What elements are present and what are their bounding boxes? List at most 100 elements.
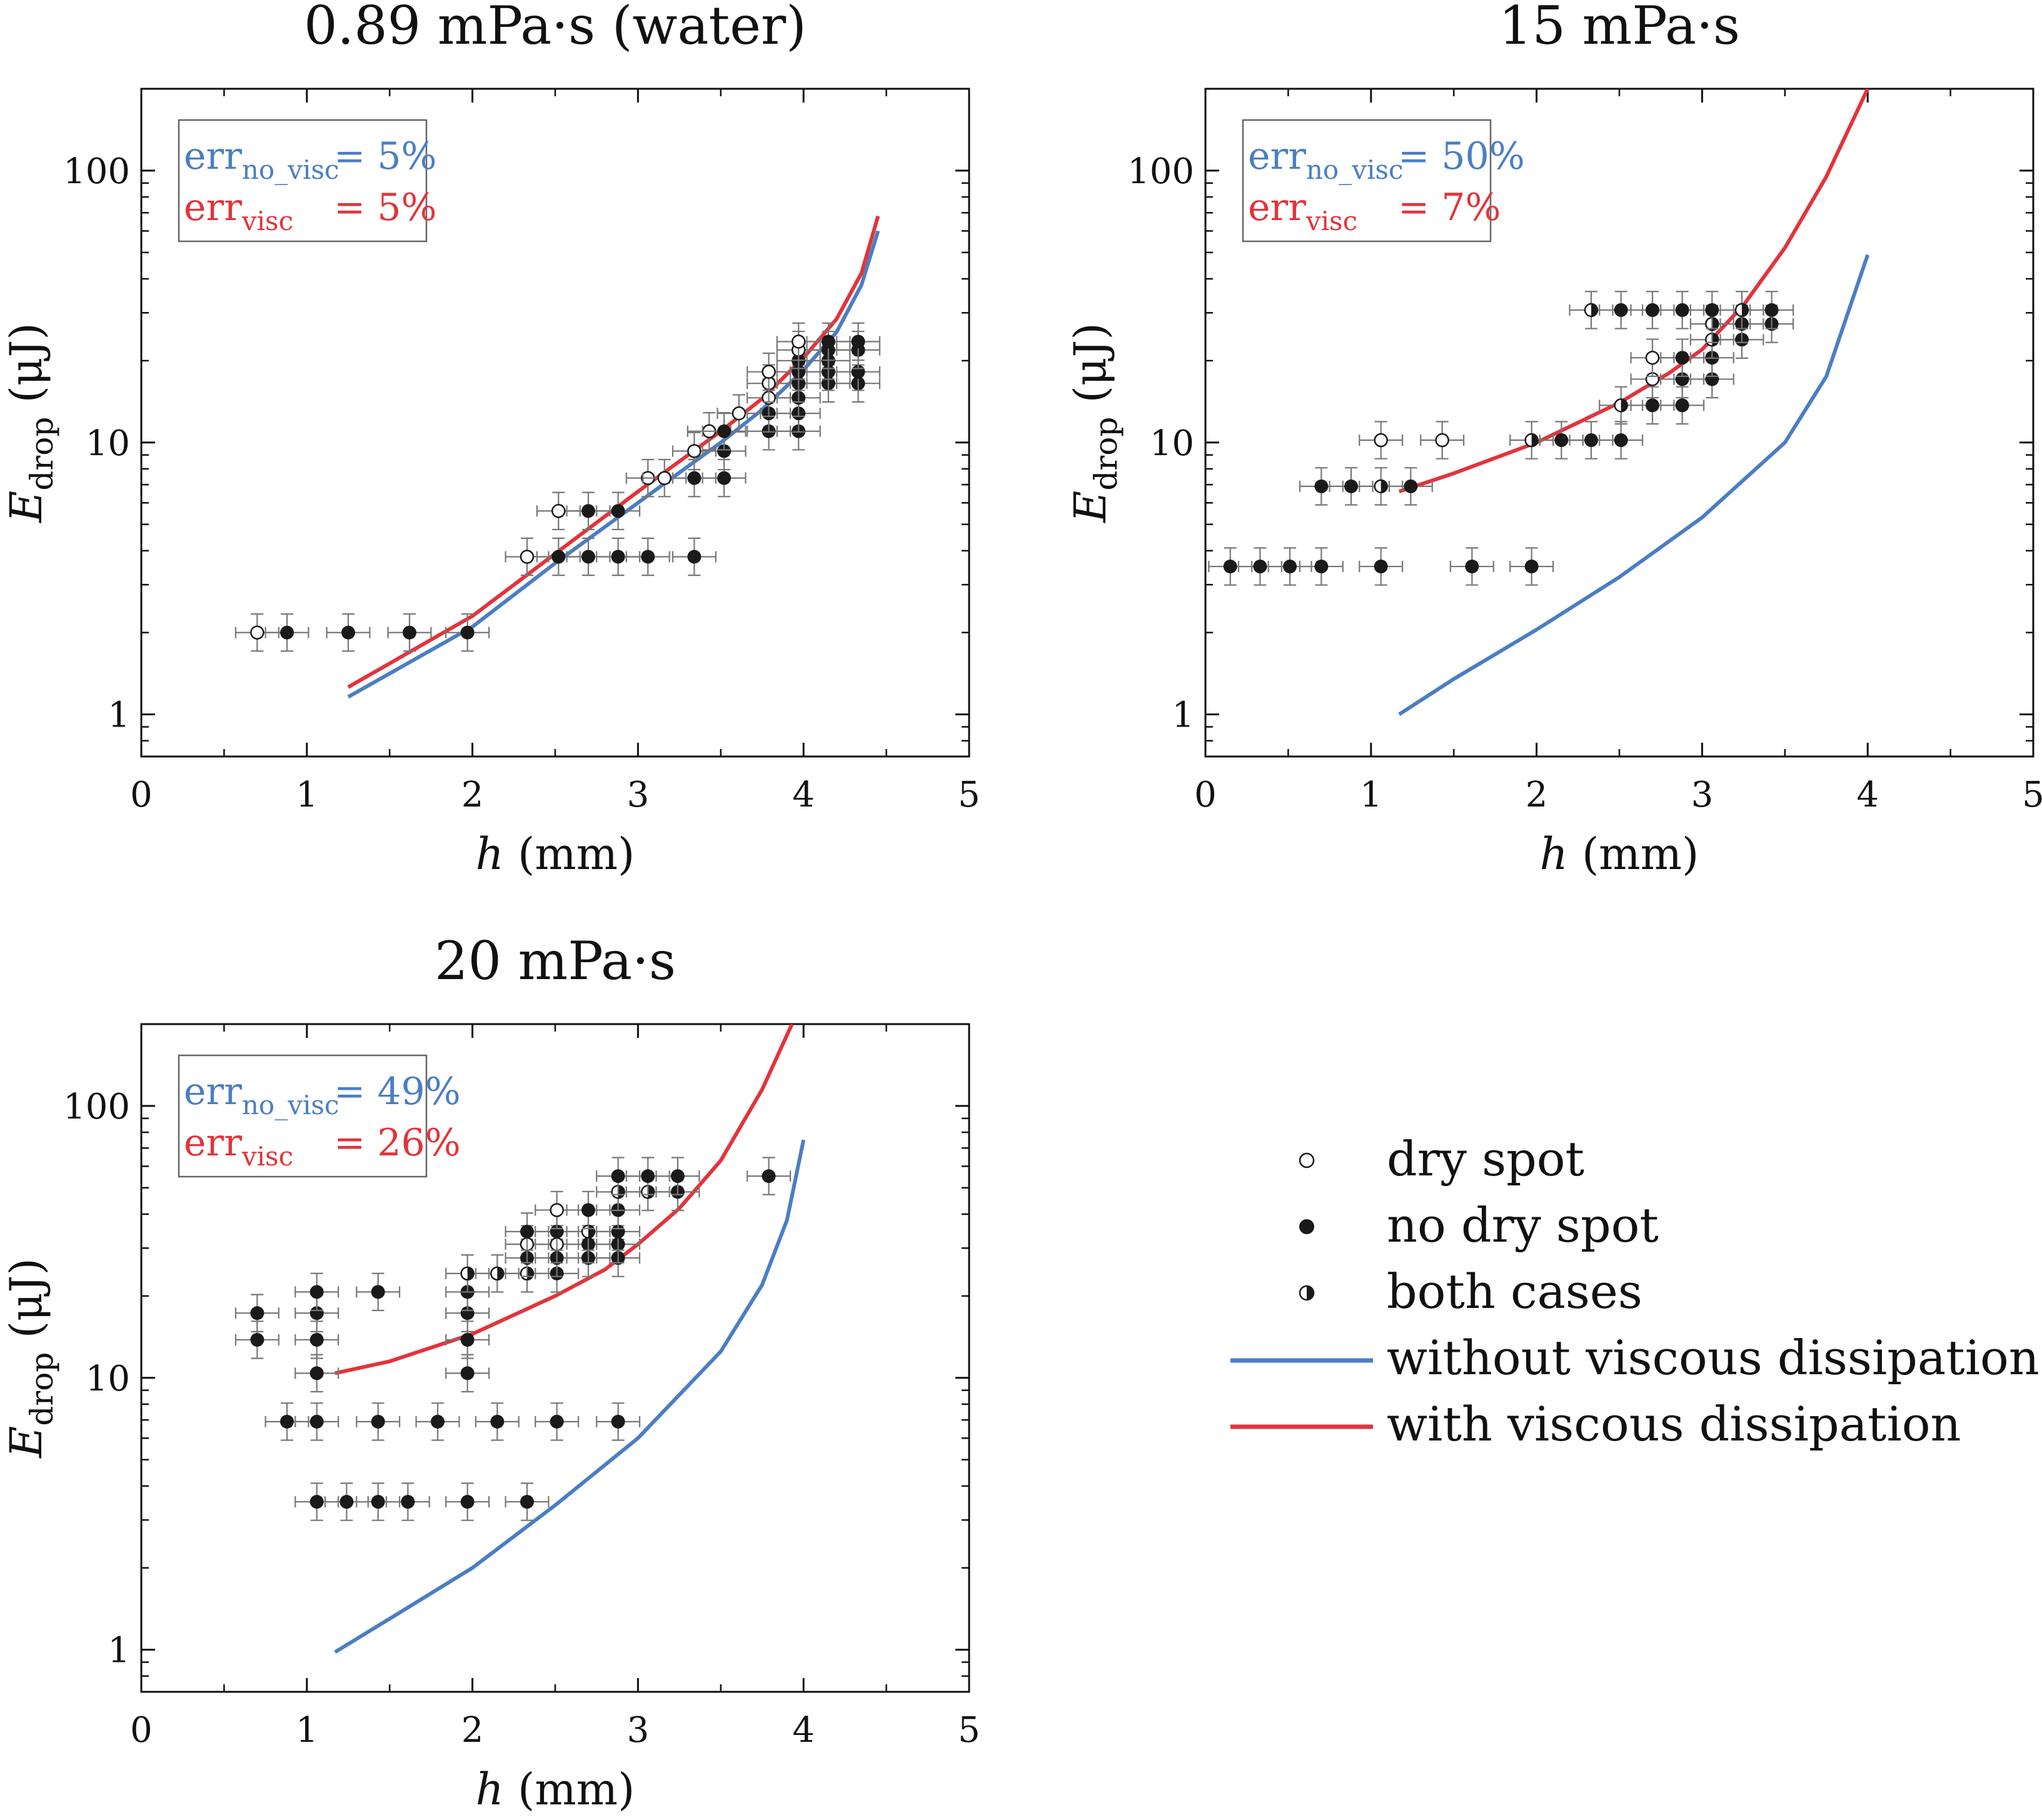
data-point <box>1630 338 1675 377</box>
marker-no-dry-spot <box>1614 303 1628 317</box>
data-point <box>747 1157 792 1195</box>
marker-dry-spot <box>550 1203 564 1217</box>
curve-without-viscous-dissipation <box>1398 254 1870 716</box>
data-points <box>234 322 881 652</box>
marker-no-dry-spot <box>1283 560 1297 574</box>
y-tick-label: 1 <box>108 695 130 736</box>
error-entry-base: err <box>1248 134 1306 178</box>
error-entry-value: = 50% <box>1398 134 1525 178</box>
marker-dry-spot <box>792 334 806 349</box>
marker-no-dry-spot <box>670 1169 685 1184</box>
x-tick-label: 2 <box>1526 775 1548 815</box>
marker-both-half <box>467 1267 474 1280</box>
y-tick-label: 1 <box>108 1631 130 1671</box>
data-point <box>596 537 641 576</box>
y-tick-label: 100 <box>63 1087 130 1127</box>
marker-no-dry-spot <box>611 550 625 564</box>
data-point <box>671 431 717 471</box>
error-entry-value: = 7% <box>1398 186 1501 229</box>
marker-no-dry-spot <box>1705 303 1719 317</box>
x-tick-label: 3 <box>627 1710 650 1751</box>
marker-both-cases <box>1734 303 1749 318</box>
marker-no-dry-spot <box>371 1414 385 1429</box>
marker-dry-spot <box>551 504 566 518</box>
error-annotation-box: errno_visc= 50%errvisc = 7% <box>1242 119 1525 243</box>
legend: dry spot no dry spot both cases without vis… <box>1230 1131 2039 1452</box>
data-point <box>596 491 641 531</box>
chart-title: 0.89 mPa·s (water) <box>304 0 807 56</box>
y-tick-label: 10 <box>86 423 130 464</box>
marker-both-half <box>1591 303 1597 316</box>
marker-no-dry-spot <box>1675 351 1689 365</box>
marker-no-dry-spot <box>1764 303 1779 317</box>
data-point <box>625 537 670 576</box>
error-entry-base: err <box>1248 186 1306 229</box>
error-entry-visc: errvisc <box>1248 186 1357 236</box>
data-point <box>264 613 309 652</box>
x-tick-label: 4 <box>1856 775 1879 815</box>
x-tick-label: 1 <box>1360 775 1382 815</box>
marker-dry-spot <box>520 550 535 564</box>
x-axis-label-unit: (mm) <box>504 828 635 880</box>
marker-dry-spot <box>1645 350 1660 365</box>
error-box-frame <box>178 119 428 243</box>
marker-both-cases <box>1584 303 1599 318</box>
y-axis: 1 10 100 <box>63 88 969 758</box>
marker-no-dry-spot <box>1314 479 1329 493</box>
data-point <box>655 1157 700 1195</box>
legend-item-4: without viscous dissipation <box>1230 1330 2039 1385</box>
data-point <box>596 1402 641 1441</box>
y-tick-label: 10 <box>1150 423 1194 464</box>
data-point <box>1599 421 1644 460</box>
data-point <box>1208 547 1253 586</box>
marker-no-dry-spot <box>341 625 355 640</box>
data-point <box>234 1320 279 1359</box>
data-point <box>1237 547 1282 586</box>
y-axis-label-unit: (μJ) <box>1 1258 52 1352</box>
marker-no-dry-spot <box>1645 303 1659 317</box>
marker-no-dry-spot <box>250 1306 264 1320</box>
marker-no-dry-spot <box>611 1414 625 1429</box>
marker-no-dry-spot <box>611 504 625 518</box>
error-entry-base: err <box>184 134 242 178</box>
data-point <box>475 1254 520 1293</box>
data-point <box>234 613 279 652</box>
legend-label: without viscous dissipation <box>1387 1330 2039 1385</box>
data-point <box>1509 547 1554 586</box>
marker-no-dry-spot <box>762 1169 776 1184</box>
x-tick-label: 1 <box>296 775 318 815</box>
marker-no-dry-spot <box>550 1414 564 1429</box>
marker-no-dry-spot <box>1675 398 1689 413</box>
marker-no-dry-spot <box>309 1366 324 1380</box>
marker-no-dry-spot <box>1645 398 1659 413</box>
curve-without-viscous-dissipation <box>347 230 880 699</box>
data-point <box>1359 421 1404 460</box>
marker-no-dry-spot <box>611 1169 625 1184</box>
data-point <box>294 1272 339 1312</box>
data-point <box>356 1482 401 1521</box>
legend-label: both cases <box>1387 1264 1642 1319</box>
marker-no-dry-spot <box>1299 1219 1314 1234</box>
x-tick-label: 3 <box>1691 775 1714 815</box>
data-point <box>1299 547 1344 586</box>
data-point <box>445 1482 490 1521</box>
marker-dry-spot <box>1435 433 1449 448</box>
marker-dry-spot <box>732 406 747 421</box>
y-axis-label-unit: (μJ) <box>1065 323 1116 416</box>
y-tick-label: 10 <box>86 1359 130 1399</box>
marker-dry-spot <box>762 365 776 379</box>
marker-both-cases <box>1374 479 1388 494</box>
marker-no-dry-spot <box>1223 560 1237 574</box>
marker-no-dry-spot <box>551 550 566 564</box>
error-entry-value: = 5% <box>334 134 437 178</box>
marker-no-dry-spot <box>371 1495 385 1509</box>
marker-no-dry-spot <box>1614 433 1628 448</box>
marker-no-dry-spot <box>280 625 294 640</box>
marker-no-dry-spot <box>430 1414 445 1429</box>
marker-no-dry-spot <box>309 1306 324 1320</box>
legend-item-1: dry spot <box>1299 1131 1584 1187</box>
x-tick-label: 4 <box>792 1710 815 1751</box>
data-point <box>717 394 762 433</box>
x-tick-label: 0 <box>130 1710 153 1751</box>
marker-both-cases <box>490 1266 505 1281</box>
